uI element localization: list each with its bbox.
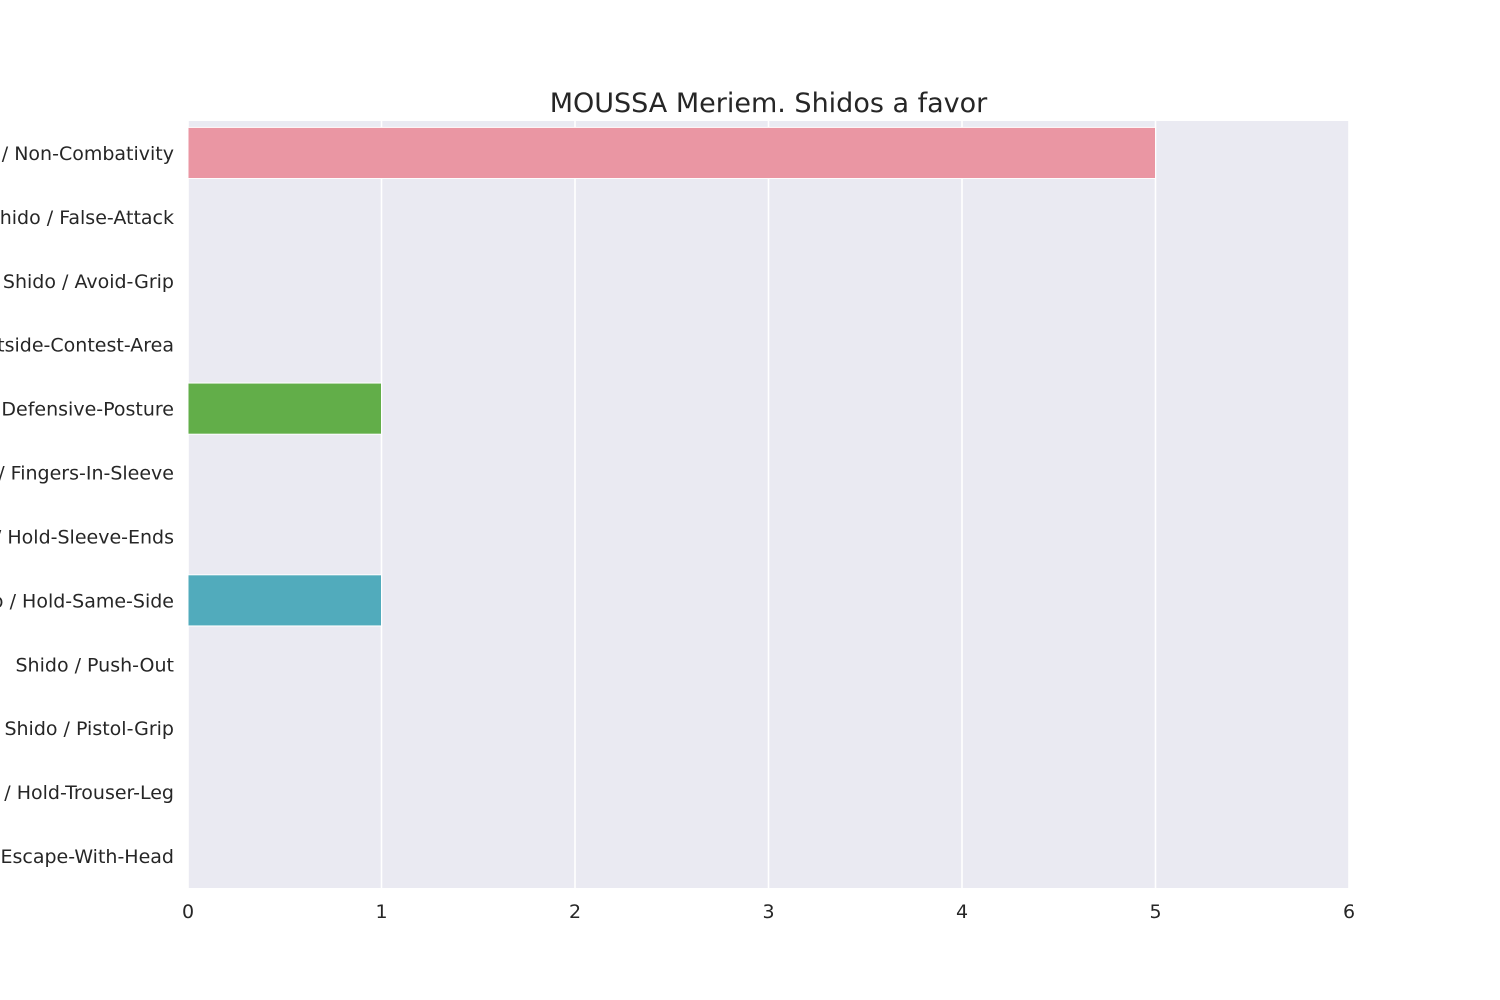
- y-tick-label: Shido / Hold-Same-Side: [0, 590, 174, 612]
- bars: [187, 126, 1156, 627]
- bar: [187, 126, 1156, 180]
- x-tick-label: 6: [1343, 901, 1355, 923]
- y-tick-labels: Shido / Non-Combativity Shido / False-Att…: [0, 143, 174, 868]
- y-tick-label: Shido / Fingers-In-Sleeve: [0, 463, 174, 485]
- y-tick-label: Shido / Hold-Sleeve-Ends: [0, 526, 174, 548]
- x-tick-label: 4: [956, 901, 968, 923]
- x-tick-label: 0: [182, 901, 194, 923]
- y-tick-label: Shido / Defensive-Posture: [0, 399, 174, 421]
- y-tick-label: Shido / False-Attack: [0, 207, 174, 229]
- chart-title: MOUSSA Meriem. Shidos a favor: [550, 88, 988, 119]
- x-tick-labels: 0 1 2 3 4 5 6: [182, 901, 1355, 923]
- y-tick-label: Shido / Push-Out: [16, 654, 175, 676]
- x-tick-label: 1: [375, 901, 387, 923]
- y-tick-label: Shido / Avoid-Grip: [3, 271, 174, 293]
- grid-lines: [187, 121, 1350, 888]
- x-tick-label: 2: [569, 901, 581, 923]
- y-tick-label: Shido / Pistol-Grip: [4, 718, 174, 740]
- y-tick-label: Shido / Escape-With-Head: [0, 846, 174, 868]
- x-tick-label: 3: [762, 901, 774, 923]
- y-tick-label: Shido / Non-Combativity: [0, 143, 174, 165]
- bar: [187, 382, 382, 435]
- y-tick-label: Shido / Hold-Trouser-Leg: [0, 782, 174, 804]
- y-tick-label: Shido / Outside-Contest-Area: [0, 335, 174, 357]
- bar: [187, 574, 382, 627]
- x-tick-label: 5: [1149, 901, 1161, 923]
